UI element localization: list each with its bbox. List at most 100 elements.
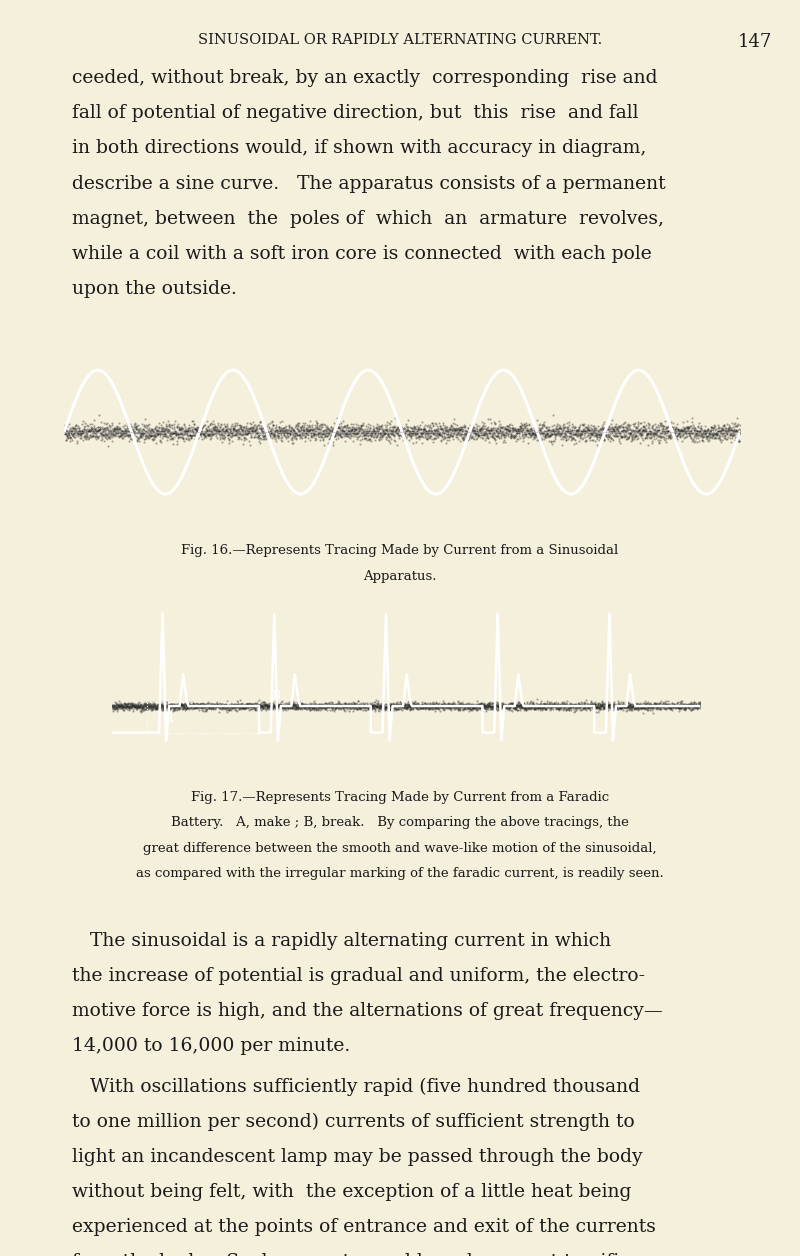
Point bbox=[478, 422, 491, 442]
Point bbox=[667, 426, 680, 446]
Point bbox=[443, 425, 456, 445]
Point bbox=[606, 697, 619, 717]
Point bbox=[482, 697, 495, 717]
Point bbox=[582, 693, 594, 713]
Point bbox=[323, 695, 336, 715]
Point bbox=[161, 420, 174, 440]
Point bbox=[362, 696, 374, 716]
Point bbox=[522, 696, 534, 716]
Point bbox=[505, 696, 518, 716]
Point bbox=[464, 414, 477, 435]
Point bbox=[534, 420, 546, 440]
Point bbox=[422, 423, 435, 443]
Point bbox=[518, 696, 531, 716]
Point bbox=[330, 696, 343, 716]
Point bbox=[272, 698, 285, 718]
Point bbox=[625, 422, 638, 442]
Point bbox=[458, 698, 471, 718]
Point bbox=[535, 428, 548, 448]
Point bbox=[313, 697, 326, 717]
Point bbox=[625, 431, 638, 451]
Point bbox=[564, 422, 577, 442]
Point bbox=[616, 417, 629, 437]
Point bbox=[472, 695, 485, 715]
Point bbox=[495, 425, 508, 445]
Point bbox=[174, 423, 186, 443]
Point bbox=[379, 417, 392, 437]
Point bbox=[522, 423, 535, 443]
Point bbox=[362, 698, 375, 718]
Point bbox=[694, 693, 706, 713]
Point bbox=[60, 430, 73, 450]
Point bbox=[322, 422, 335, 442]
Point bbox=[174, 696, 187, 716]
Point bbox=[732, 425, 745, 445]
Point bbox=[522, 697, 534, 717]
Point bbox=[448, 418, 461, 438]
Point bbox=[650, 695, 662, 715]
Point bbox=[225, 423, 238, 443]
Point bbox=[426, 413, 438, 433]
Point bbox=[215, 414, 228, 435]
Point bbox=[635, 423, 648, 443]
Point bbox=[456, 695, 469, 715]
Point bbox=[85, 418, 98, 438]
Point bbox=[631, 696, 644, 716]
Point bbox=[326, 422, 339, 442]
Point bbox=[168, 411, 181, 431]
Point bbox=[599, 426, 612, 446]
Point bbox=[731, 431, 744, 451]
Point bbox=[427, 697, 440, 717]
Point bbox=[650, 693, 663, 713]
Point bbox=[487, 423, 500, 443]
Point bbox=[450, 697, 463, 717]
Point bbox=[406, 421, 419, 441]
Point bbox=[230, 695, 242, 715]
Point bbox=[688, 697, 701, 717]
Point bbox=[486, 697, 499, 717]
Point bbox=[286, 420, 299, 440]
Point bbox=[382, 693, 395, 713]
Point bbox=[670, 697, 682, 717]
Point bbox=[325, 697, 338, 717]
Point bbox=[342, 425, 355, 445]
Point bbox=[277, 695, 290, 715]
Point bbox=[412, 693, 425, 713]
Point bbox=[342, 696, 354, 716]
Point bbox=[512, 696, 525, 716]
Point bbox=[242, 696, 254, 716]
Point bbox=[612, 693, 625, 713]
Point bbox=[476, 420, 489, 440]
Point bbox=[713, 418, 726, 438]
Point bbox=[115, 421, 128, 441]
Point bbox=[214, 695, 226, 715]
Point bbox=[131, 697, 144, 717]
Point bbox=[326, 427, 339, 447]
Point bbox=[298, 693, 311, 713]
Point bbox=[257, 427, 270, 447]
Point bbox=[722, 427, 734, 447]
Point bbox=[81, 423, 94, 443]
Point bbox=[486, 693, 498, 713]
Point bbox=[466, 698, 479, 718]
Point bbox=[354, 697, 366, 717]
Point bbox=[637, 416, 650, 436]
Point bbox=[521, 422, 534, 442]
Point bbox=[567, 428, 580, 448]
Point bbox=[321, 696, 334, 716]
Point bbox=[112, 697, 125, 717]
Point bbox=[322, 423, 335, 443]
Point bbox=[585, 414, 598, 435]
Point bbox=[413, 696, 426, 716]
Point bbox=[599, 421, 612, 441]
Point bbox=[498, 697, 511, 717]
Point bbox=[653, 414, 666, 435]
Point bbox=[294, 417, 306, 437]
Point bbox=[453, 693, 466, 713]
Point bbox=[606, 430, 618, 450]
Point bbox=[108, 426, 121, 446]
Point bbox=[697, 427, 710, 447]
Point bbox=[304, 420, 317, 440]
Point bbox=[307, 698, 320, 718]
Point bbox=[386, 695, 399, 715]
